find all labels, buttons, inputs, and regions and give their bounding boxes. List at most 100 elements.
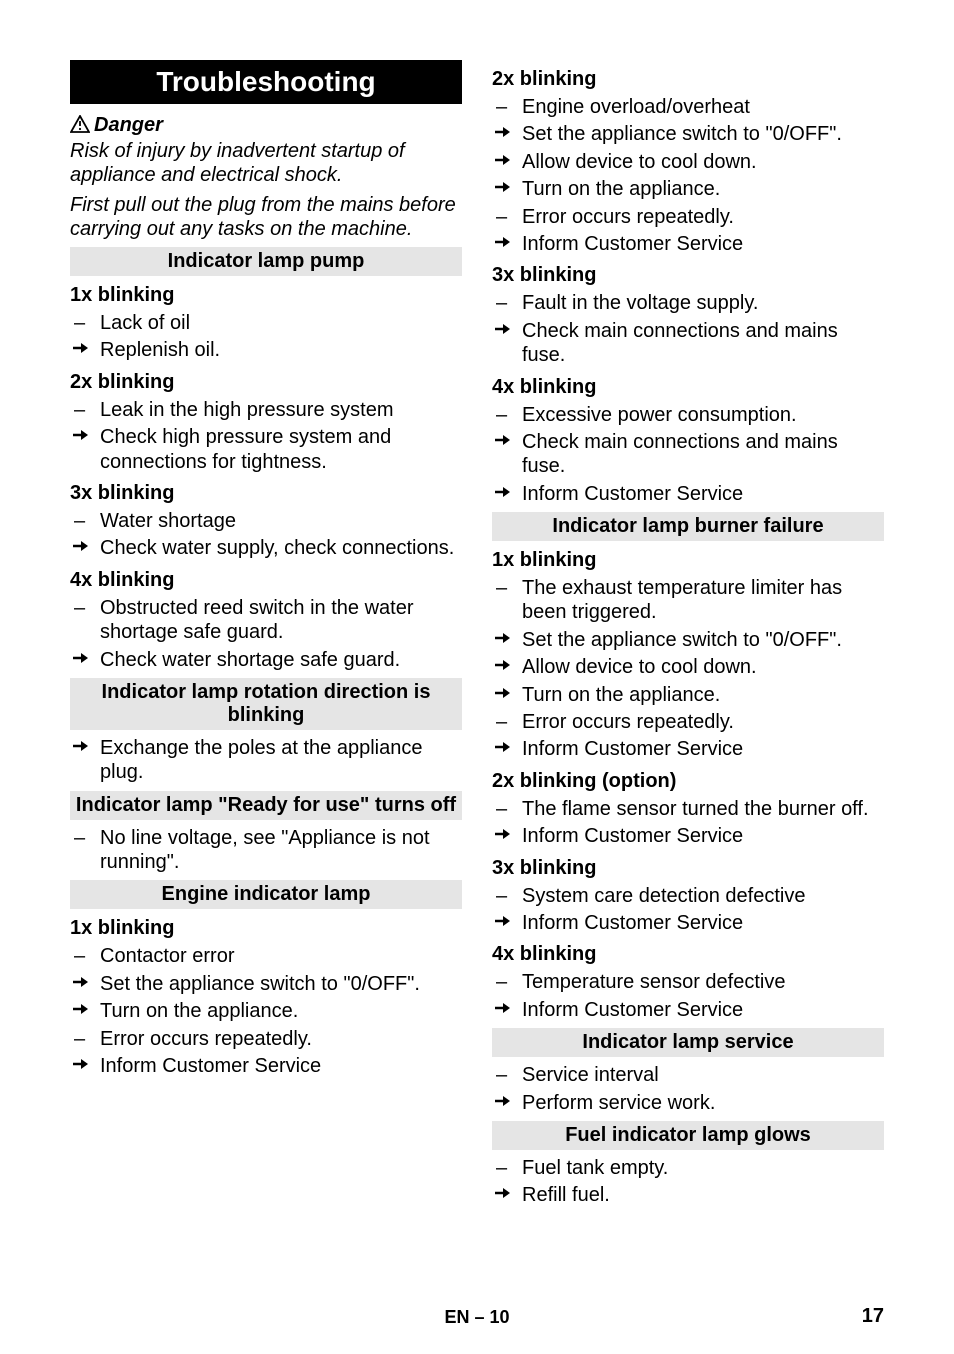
list-item-text: Inform Customer Service <box>522 483 743 505</box>
right-sections: 2x blinking Engine overload/overheat Set t… <box>492 68 884 1208</box>
list-item-text: Inform Customer Service <box>100 1055 321 1077</box>
list-item: Inform Customer Service <box>492 737 884 761</box>
item-list: Exchange the poles at the appliance plug… <box>70 736 462 785</box>
list-item: Allow device to cool down. <box>492 655 884 679</box>
arrow-icon <box>72 651 90 665</box>
list-item-text: Turn on the appliance. <box>522 178 720 200</box>
list-item-text: Turn on the appliance. <box>522 684 720 706</box>
list-item: Set the appliance switch to "0/OFF". <box>70 972 462 996</box>
arrow-icon <box>72 428 90 442</box>
list-item: Inform Customer Service <box>492 911 884 935</box>
arrow-icon <box>72 975 90 989</box>
group-title: 2x blinking <box>70 371 462 394</box>
list-item: Turn on the appliance. <box>492 683 884 707</box>
list-item-text: Check high pressure system and connectio… <box>100 426 391 472</box>
columns: Troubleshooting Danger Risk of injury by… <box>70 60 884 1212</box>
list-item: Error occurs repeatedly. <box>70 1027 462 1051</box>
arrow-icon <box>494 740 512 754</box>
arrow-icon <box>494 631 512 645</box>
list-item: Check water shortage safe guard. <box>70 648 462 672</box>
list-item-text: Set the appliance switch to "0/OFF". <box>100 973 420 995</box>
right-column: 2x blinking Engine overload/overheat Set t… <box>492 60 884 1212</box>
arrow-icon <box>494 827 512 841</box>
list-item-text: The exhaust temperature limiter has been… <box>522 577 842 623</box>
sub-heading: Indicator lamp pump <box>70 247 462 276</box>
list-item-text: Set the appliance switch to "0/OFF". <box>522 629 842 651</box>
item-list: Water shortage Check water supply, check … <box>70 509 462 561</box>
sub-heading: Fuel indicator lamp glows <box>492 1121 884 1150</box>
list-item: Inform Customer Service <box>492 998 884 1022</box>
item-list: Excessive power consumption. Check main c… <box>492 403 884 507</box>
item-list: Lack of oil Replenish oil. <box>70 311 462 363</box>
list-item-text: Perform service work. <box>522 1092 715 1114</box>
list-item: Replenish oil. <box>70 338 462 362</box>
list-item: Set the appliance switch to "0/OFF". <box>492 122 884 146</box>
list-item-text: Replenish oil. <box>100 339 220 361</box>
list-item: Inform Customer Service <box>492 482 884 506</box>
group-title: 2x blinking (option) <box>492 770 884 793</box>
list-item-text: Error occurs repeatedly. <box>100 1028 312 1050</box>
footer-center: EN – 10 <box>0 1307 954 1328</box>
page: Troubleshooting Danger Risk of injury by… <box>0 0 954 1354</box>
list-item: Excessive power consumption. <box>492 403 884 427</box>
list-item: The exhaust temperature limiter has been… <box>492 576 884 625</box>
arrow-icon <box>494 153 512 167</box>
list-item-text: Check main connections and mains fuse. <box>522 431 838 477</box>
arrow-icon <box>72 1002 90 1016</box>
sub-heading: Engine indicator lamp <box>70 880 462 909</box>
arrow-icon <box>72 1057 90 1071</box>
group-title: 2x blinking <box>492 68 884 91</box>
danger-paragraph-1: Risk of injury by inadvertent startup of… <box>70 139 462 187</box>
list-item: Fuel tank empty. <box>492 1156 884 1180</box>
arrow-icon <box>494 235 512 249</box>
group-title: 4x blinking <box>492 943 884 966</box>
danger-label: Danger <box>94 114 163 136</box>
list-item-text: Leak in the high pressure system <box>100 399 394 421</box>
list-item-text: Check main connections and mains fuse. <box>522 320 838 366</box>
item-list: Contactor error Set the appliance switch … <box>70 944 462 1078</box>
list-item-text: Engine overload/overheat <box>522 96 750 118</box>
list-item-text: Lack of oil <box>100 312 190 334</box>
list-item-text: Inform Customer Service <box>522 233 743 255</box>
list-item-text: Fault in the voltage supply. <box>522 292 758 314</box>
list-item: Obstructed reed switch in the water shor… <box>70 596 462 645</box>
main-heading: Troubleshooting <box>70 60 462 104</box>
group-title: 3x blinking <box>70 482 462 505</box>
list-item: Water shortage <box>70 509 462 533</box>
arrow-icon <box>494 1186 512 1200</box>
list-item-text: Inform Customer Service <box>522 825 743 847</box>
list-item-text: Exchange the poles at the appliance plug… <box>100 737 422 783</box>
list-item: Check main connections and mains fuse. <box>492 319 884 368</box>
list-item-text: Obstructed reed switch in the water shor… <box>100 597 413 643</box>
list-item: Service interval <box>492 1063 884 1087</box>
danger-paragraph-2: First pull out the plug from the mains b… <box>70 193 462 241</box>
list-item: Refill fuel. <box>492 1183 884 1207</box>
list-item: Inform Customer Service <box>492 232 884 256</box>
footer-lang-page: EN – 10 <box>444 1307 509 1328</box>
group-title: 4x blinking <box>70 569 462 592</box>
list-item: Set the appliance switch to "0/OFF". <box>492 628 884 652</box>
list-item-text: System care detection defective <box>522 885 805 907</box>
list-item-text: Check water supply, check connections. <box>100 537 454 559</box>
list-item-text: Allow device to cool down. <box>522 151 757 173</box>
list-item-text: Set the appliance switch to "0/OFF". <box>522 123 842 145</box>
item-list: System care detection defective Inform Cu… <box>492 884 884 936</box>
list-item: Leak in the high pressure system <box>70 398 462 422</box>
sub-heading: Indicator lamp burner failure <box>492 512 884 541</box>
list-item: Error occurs repeatedly. <box>492 710 884 734</box>
item-list: Leak in the high pressure system Check hi… <box>70 398 462 474</box>
item-list: The exhaust temperature limiter has been… <box>492 576 884 762</box>
warning-icon <box>70 115 90 133</box>
list-item-text: Allow device to cool down. <box>522 656 757 678</box>
left-sections: Indicator lamp pump 1x blinking Lack of oi… <box>70 247 462 1078</box>
list-item: Check high pressure system and connectio… <box>70 425 462 474</box>
item-list: No line voltage, see "Appliance is not r… <box>70 826 462 875</box>
group-title: 3x blinking <box>492 857 884 880</box>
list-item: Exchange the poles at the appliance plug… <box>70 736 462 785</box>
list-item-text: Inform Customer Service <box>522 738 743 760</box>
list-item: The flame sensor turned the burner off. <box>492 797 884 821</box>
arrow-icon <box>72 341 90 355</box>
list-item: Contactor error <box>70 944 462 968</box>
group-title: 1x blinking <box>70 917 462 940</box>
list-item-text: No line voltage, see "Appliance is not r… <box>100 827 430 873</box>
